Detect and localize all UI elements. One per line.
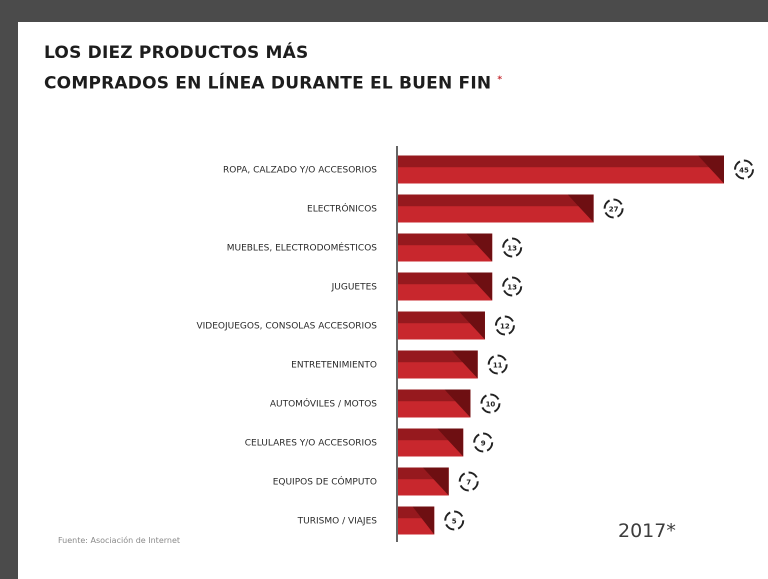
- value-ring: [487, 354, 508, 375]
- bar-band: [398, 194, 580, 207]
- bar-band: [398, 467, 435, 480]
- bar-band: [398, 272, 478, 285]
- chart-title: LOS DIEZ PRODUCTOS MÁS COMPRADOS EN LÍNE…: [44, 40, 502, 98]
- value-ring: [473, 432, 494, 453]
- value-label: 11: [493, 362, 503, 370]
- category-label: JUGUETES: [331, 283, 378, 293]
- value-label: 45: [739, 167, 749, 175]
- category-label: VIDEOJUEGOS, CONSOLAS ACCESORIOS: [196, 322, 377, 332]
- bar-band: [398, 350, 464, 363]
- value-label: 10: [486, 401, 496, 409]
- value-label: 5: [452, 518, 457, 526]
- value-label: 13: [507, 245, 517, 253]
- category-label: MUEBLES, ELECTRODOMÉSTICOS: [227, 242, 378, 254]
- category-label: TURISMO / VIAJES: [297, 517, 378, 527]
- title-line-2: COMPRADOS EN LÍNEA DURANTE EL BUEN FIN *: [44, 67, 502, 98]
- value-ring: [502, 276, 523, 297]
- source-note: Fuente: Asociación de Internet: [58, 536, 181, 545]
- value-ring: [480, 393, 501, 414]
- chart-frame: [18, 22, 768, 579]
- title-line-1: LOS DIEZ PRODUCTOS MÁS: [44, 43, 309, 63]
- value-label: 7: [466, 479, 471, 487]
- bar-band: [398, 233, 478, 246]
- category-label: ROPA, CALZADO Y/O ACCESORIOS: [223, 166, 377, 176]
- value-ring: [458, 471, 479, 492]
- category-label: EQUIPOS DE CÓMPUTO: [273, 476, 377, 488]
- category-label: CELULARES Y/O ACCESORIOS: [245, 439, 378, 449]
- category-label: ENTRETENIMIENTO: [291, 361, 377, 371]
- bar-band: [398, 389, 457, 402]
- value-label: 12: [500, 323, 510, 331]
- value-label: 27: [609, 206, 619, 214]
- title-asterisk: *: [497, 75, 503, 85]
- title-line-2-text: COMPRADOS EN LÍNEA DURANTE EL BUEN FIN: [44, 73, 492, 94]
- value-ring: [603, 198, 624, 219]
- value-ring: [444, 510, 465, 531]
- bar-band: [398, 311, 471, 324]
- bar-band: [398, 428, 449, 441]
- category-label: AUTOMÓVILES / MOTOS: [270, 398, 377, 410]
- value-ring: [494, 315, 515, 336]
- value-ring: [734, 159, 754, 180]
- value-label: 13: [507, 284, 517, 292]
- bar-band: [398, 506, 423, 519]
- year-label: 2017*: [618, 520, 676, 542]
- category-label: ELECTRÓNICOS: [307, 203, 377, 215]
- value-ring: [502, 237, 523, 258]
- bar-band: [398, 155, 710, 168]
- value-label: 9: [481, 440, 486, 448]
